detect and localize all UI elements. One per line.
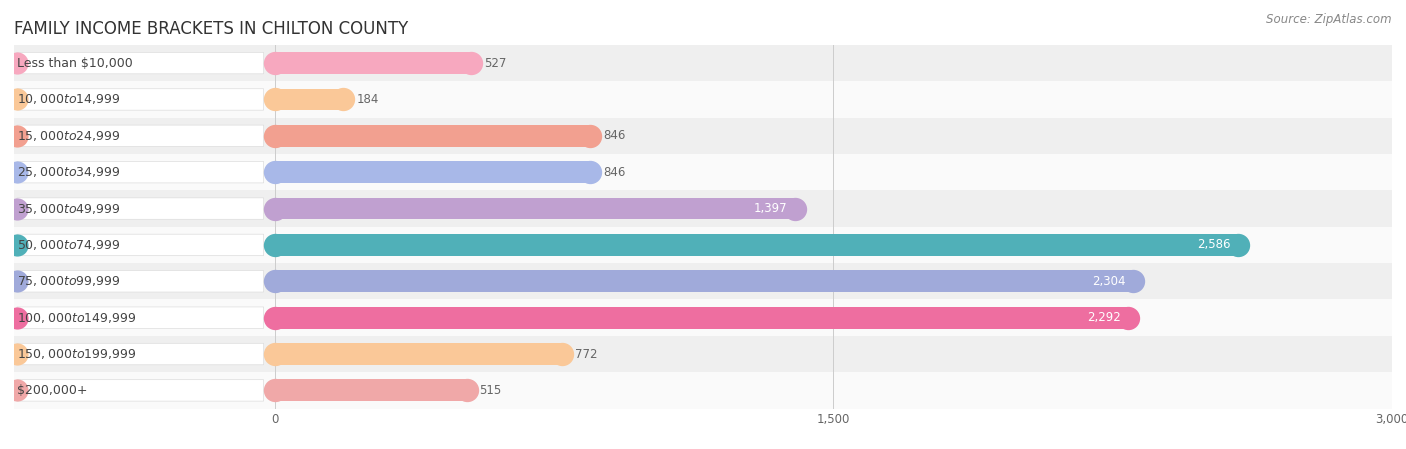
FancyBboxPatch shape (17, 271, 263, 292)
Text: 2,292: 2,292 (1087, 311, 1121, 324)
Bar (14, 336, 1392, 372)
Text: 527: 527 (484, 57, 506, 70)
Bar (14, 299, 1392, 336)
FancyBboxPatch shape (17, 343, 263, 365)
Text: Source: ZipAtlas.com: Source: ZipAtlas.com (1267, 13, 1392, 26)
Text: $10,000 to $14,999: $10,000 to $14,999 (17, 92, 121, 106)
Text: 515: 515 (479, 384, 502, 397)
Text: $75,000 to $99,999: $75,000 to $99,999 (17, 274, 121, 288)
FancyBboxPatch shape (17, 125, 263, 146)
Text: 772: 772 (575, 348, 598, 361)
Bar (14, 154, 1392, 190)
Text: 846: 846 (603, 129, 626, 142)
Bar (274, 270, 1133, 292)
Text: 2,304: 2,304 (1092, 275, 1125, 288)
Bar (14, 81, 1392, 118)
FancyBboxPatch shape (17, 380, 263, 401)
Text: $15,000 to $24,999: $15,000 to $24,999 (17, 129, 121, 143)
Text: 184: 184 (356, 93, 378, 106)
FancyBboxPatch shape (17, 53, 263, 74)
Bar (274, 125, 589, 147)
Bar (14, 372, 1392, 409)
Bar (14, 118, 1392, 154)
Text: $35,000 to $49,999: $35,000 to $49,999 (17, 202, 121, 216)
Bar (274, 88, 343, 110)
Bar (14, 190, 1392, 227)
FancyBboxPatch shape (17, 162, 263, 183)
Text: FAMILY INCOME BRACKETS IN CHILTON COUNTY: FAMILY INCOME BRACKETS IN CHILTON COUNTY (14, 20, 408, 38)
Text: 846: 846 (603, 166, 626, 179)
Bar (274, 198, 794, 220)
Text: $100,000 to $149,999: $100,000 to $149,999 (17, 311, 136, 325)
Bar (14, 45, 1392, 81)
Text: $25,000 to $34,999: $25,000 to $34,999 (17, 165, 121, 179)
Bar (14, 263, 1392, 299)
Text: Less than $10,000: Less than $10,000 (17, 57, 134, 70)
FancyBboxPatch shape (17, 234, 263, 255)
FancyBboxPatch shape (17, 89, 263, 110)
Text: 1,397: 1,397 (754, 202, 787, 215)
FancyBboxPatch shape (17, 198, 263, 219)
Bar (274, 343, 562, 365)
Bar (274, 307, 1128, 329)
Bar (274, 161, 589, 183)
Bar (14, 227, 1392, 263)
Bar (274, 379, 467, 401)
Text: $50,000 to $74,999: $50,000 to $74,999 (17, 238, 121, 252)
Bar (274, 52, 471, 74)
Text: $200,000+: $200,000+ (17, 384, 87, 397)
Text: $150,000 to $199,999: $150,000 to $199,999 (17, 347, 136, 361)
Bar (274, 234, 1237, 256)
Text: 2,586: 2,586 (1197, 238, 1230, 251)
FancyBboxPatch shape (17, 307, 263, 328)
